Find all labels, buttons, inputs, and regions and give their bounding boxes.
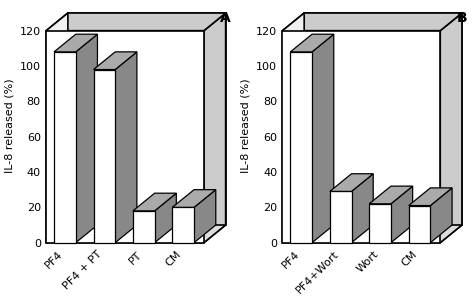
Polygon shape: [54, 34, 98, 52]
Polygon shape: [155, 193, 176, 243]
Polygon shape: [46, 31, 204, 243]
Polygon shape: [194, 190, 216, 243]
Polygon shape: [304, 13, 462, 225]
Polygon shape: [46, 13, 68, 243]
Polygon shape: [391, 186, 413, 243]
Polygon shape: [283, 13, 304, 243]
Polygon shape: [330, 174, 373, 191]
Polygon shape: [133, 193, 176, 211]
Polygon shape: [46, 13, 226, 31]
Polygon shape: [93, 52, 137, 70]
Polygon shape: [330, 191, 352, 243]
Polygon shape: [291, 52, 312, 243]
Text: A: A: [220, 11, 231, 26]
Y-axis label: IL-8 released (%): IL-8 released (%): [4, 79, 14, 173]
Polygon shape: [283, 225, 462, 243]
Polygon shape: [369, 204, 391, 243]
Text: B: B: [456, 11, 467, 26]
Y-axis label: IL-8 released (%): IL-8 released (%): [240, 79, 250, 173]
Polygon shape: [409, 188, 452, 206]
Polygon shape: [369, 186, 413, 204]
Polygon shape: [115, 52, 137, 243]
Polygon shape: [133, 211, 155, 243]
Polygon shape: [352, 174, 373, 243]
Polygon shape: [54, 52, 76, 243]
Polygon shape: [409, 206, 430, 243]
Polygon shape: [46, 225, 226, 243]
Polygon shape: [440, 13, 462, 243]
Polygon shape: [173, 207, 194, 243]
Polygon shape: [68, 13, 226, 225]
Polygon shape: [283, 31, 440, 243]
Polygon shape: [283, 13, 462, 31]
Polygon shape: [93, 70, 115, 243]
Polygon shape: [312, 34, 334, 243]
Polygon shape: [430, 188, 452, 243]
Polygon shape: [173, 190, 216, 207]
Polygon shape: [204, 13, 226, 243]
Polygon shape: [291, 34, 334, 52]
Polygon shape: [76, 34, 98, 243]
